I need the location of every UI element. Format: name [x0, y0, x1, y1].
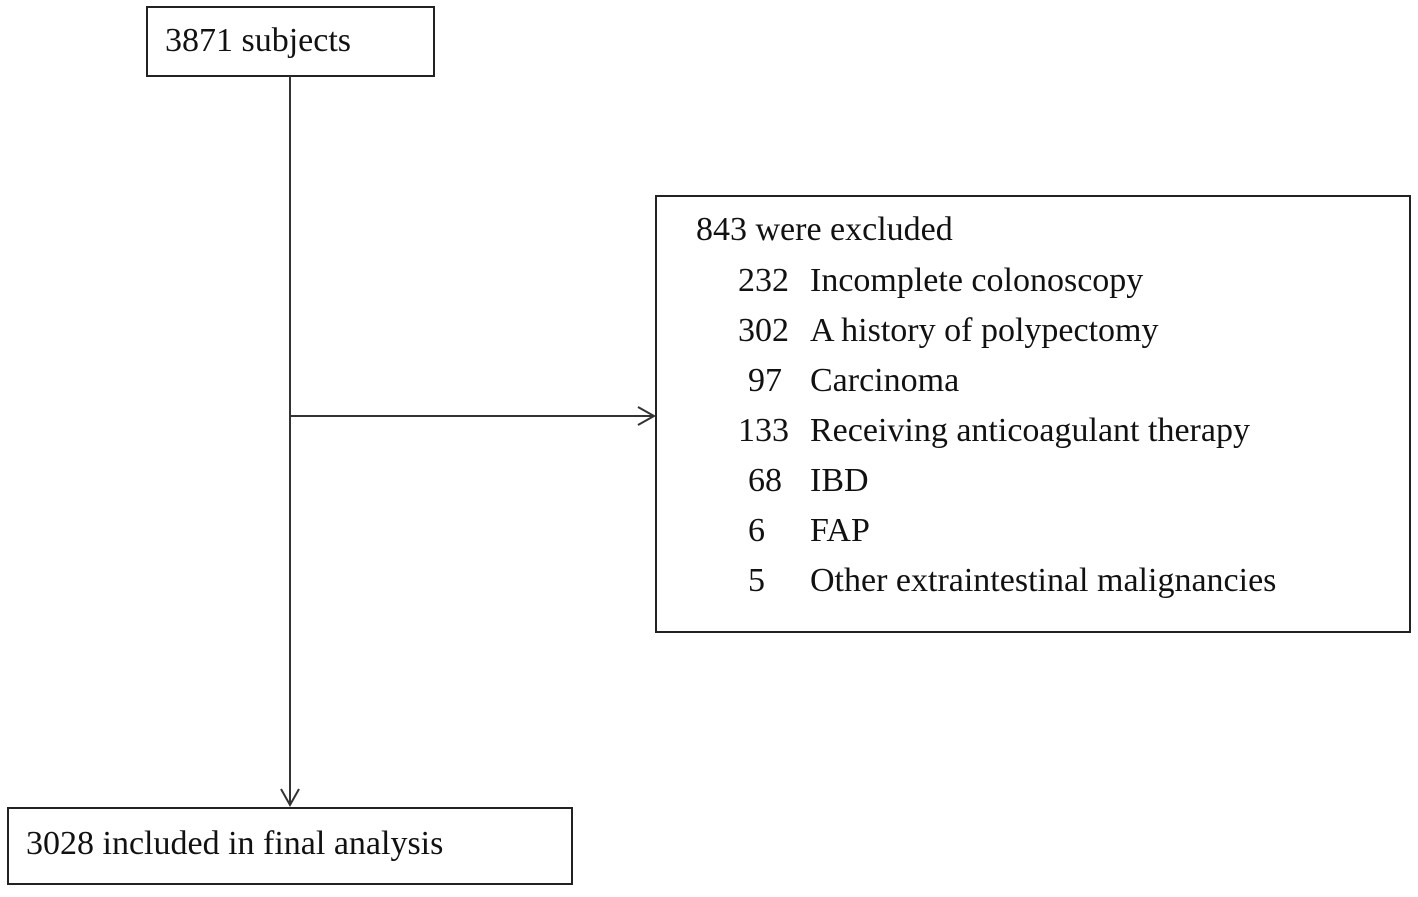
arrowhead [280, 788, 300, 808]
exclusion-reason: IBD [810, 462, 869, 499]
exclusion-count: 5 [748, 562, 765, 599]
exclusion-count: 133 [738, 412, 789, 449]
exclusion-count: 302 [738, 312, 789, 349]
exclusion-count: 68 [748, 462, 782, 499]
exclusion-list: 232 Incomplete colonoscopy 302 A history of… [738, 262, 1276, 599]
exclusion-reason: Receiving anticoagulant therapy [810, 412, 1250, 449]
exclusion-reason: Other extraintestinal malignancies [810, 562, 1276, 599]
exclusion-title: 843 were excluded [696, 211, 953, 248]
exclusion-reason: FAP [810, 512, 870, 549]
exclusion-reason: Carcinoma [810, 362, 959, 399]
exclusion-box [655, 195, 1411, 633]
arrowhead [637, 406, 657, 426]
exclusion-count: 6 [748, 512, 765, 549]
exclusion-reason: A history of polypectomy [810, 312, 1158, 349]
exclusion-reason: Incomplete colonoscopy [810, 262, 1143, 299]
exclusion-count: 232 [738, 262, 789, 299]
exclusion-count: 97 [748, 362, 782, 399]
start-box [146, 6, 435, 77]
start-label: 3871 subjects [165, 22, 351, 59]
end-box [7, 807, 573, 885]
end-label: 3028 included in final analysis [26, 825, 443, 862]
